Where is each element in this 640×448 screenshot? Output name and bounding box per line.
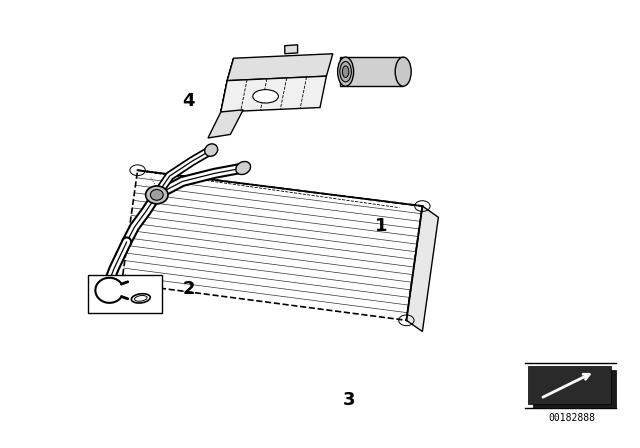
Text: 00182888: 00182888 [548, 413, 596, 422]
Polygon shape [533, 370, 616, 408]
Polygon shape [208, 110, 243, 138]
Ellipse shape [342, 66, 349, 78]
Bar [88, 275, 162, 313]
Polygon shape [221, 76, 326, 112]
Polygon shape [340, 57, 403, 86]
Polygon shape [227, 54, 333, 81]
Text: 4: 4 [182, 92, 195, 110]
Text: 2: 2 [182, 280, 195, 298]
Ellipse shape [340, 61, 351, 82]
Ellipse shape [236, 161, 251, 175]
Ellipse shape [102, 281, 116, 288]
Ellipse shape [146, 186, 168, 204]
Text: 3: 3 [342, 391, 355, 409]
Ellipse shape [253, 90, 278, 103]
Ellipse shape [338, 57, 354, 86]
Text: 1: 1 [374, 217, 387, 235]
Ellipse shape [396, 57, 412, 86]
Polygon shape [221, 58, 234, 112]
Polygon shape [528, 366, 611, 404]
Ellipse shape [150, 190, 163, 200]
Polygon shape [285, 45, 298, 54]
Ellipse shape [205, 144, 218, 156]
Polygon shape [406, 206, 438, 332]
